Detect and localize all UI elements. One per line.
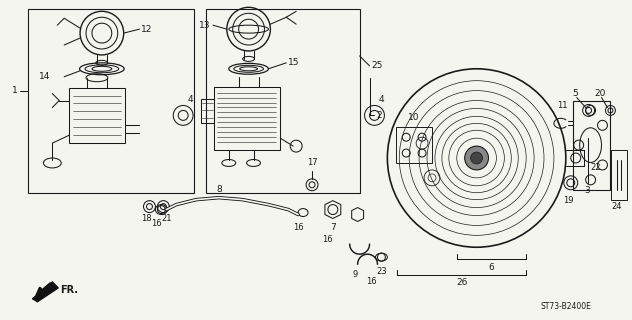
Text: 4: 4 [187,95,193,104]
Bar [396,127,432,163]
Bar [206,9,360,193]
Text: 26: 26 [456,278,468,287]
Circle shape [471,152,483,164]
Text: 16: 16 [293,223,303,232]
Text: 18: 18 [141,214,152,223]
Text: 7: 7 [330,223,336,232]
Text: 9: 9 [352,269,357,278]
Text: FR.: FR. [60,285,78,295]
Circle shape [465,146,489,170]
Text: 17: 17 [307,158,317,167]
Text: 15: 15 [288,58,300,67]
Text: 20: 20 [595,89,606,98]
Text: 5: 5 [573,89,578,98]
Text: 16: 16 [322,235,333,244]
Text: 14: 14 [39,72,51,81]
Text: 11: 11 [557,101,568,110]
Text: 21: 21 [161,214,171,223]
Text: 3: 3 [585,186,590,195]
Bar [28,9,194,193]
Bar [611,150,628,200]
Polygon shape [32,282,58,302]
Text: 23: 23 [376,267,387,276]
Text: 19: 19 [564,196,574,205]
Text: 12: 12 [140,25,152,34]
Text: 4: 4 [379,95,384,104]
Text: 16: 16 [151,219,162,228]
Text: 25: 25 [372,61,383,70]
Text: 6: 6 [489,263,494,272]
Text: 2: 2 [377,111,382,120]
Text: 1: 1 [12,86,18,95]
Text: 13: 13 [200,21,211,30]
Text: 16: 16 [366,277,377,286]
Text: 24: 24 [611,202,622,211]
Text: 8: 8 [216,185,222,194]
Text: 10: 10 [408,113,420,122]
Text: ST73-B2400E: ST73-B2400E [540,302,591,311]
Text: 22: 22 [590,164,601,172]
